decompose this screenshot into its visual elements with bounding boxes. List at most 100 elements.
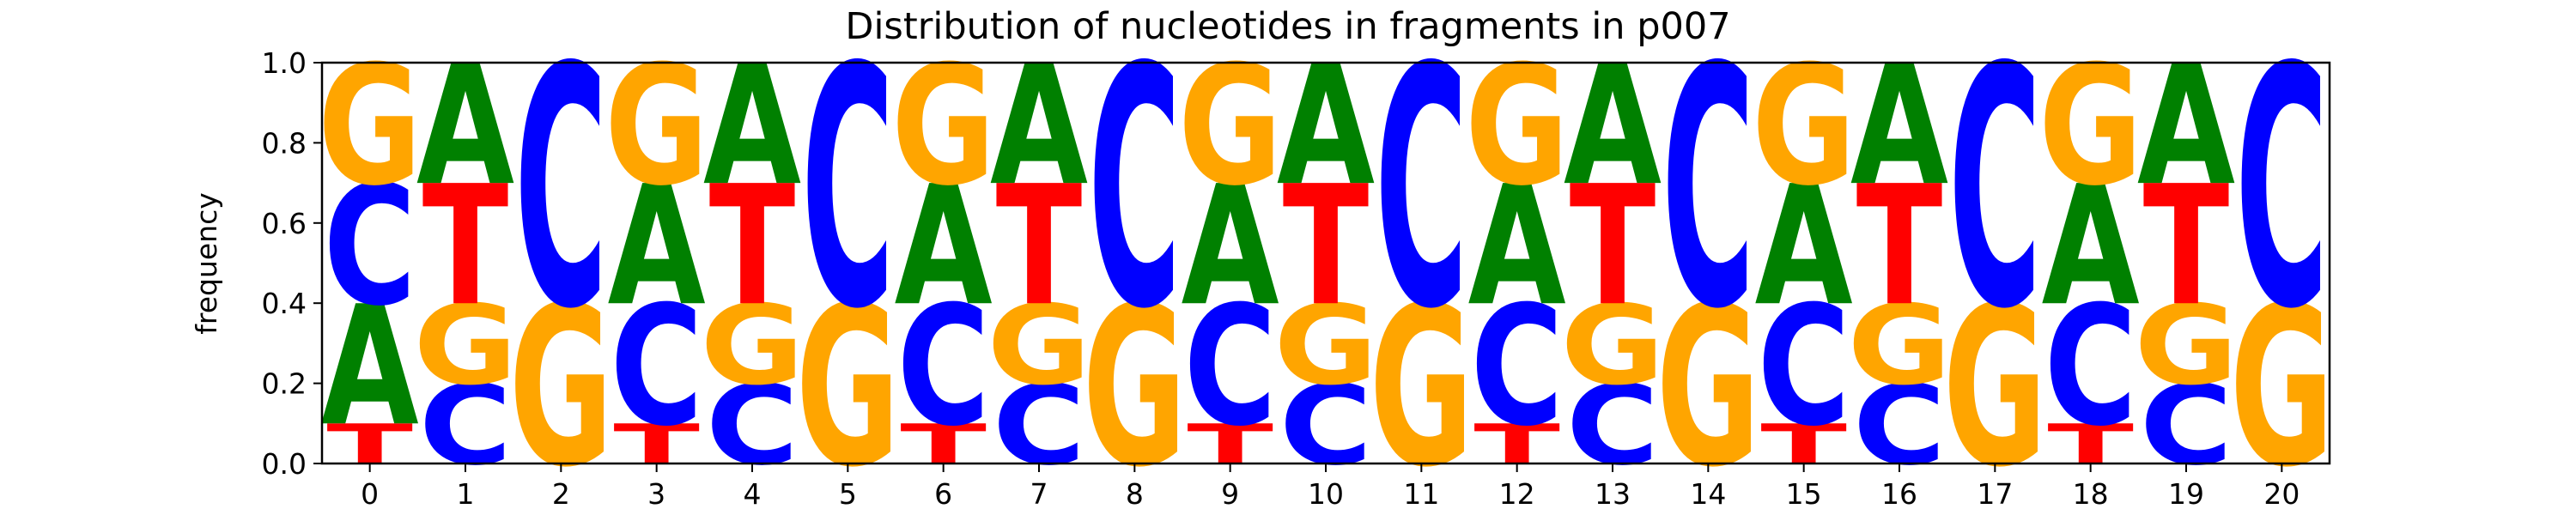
x-tick-label: 17 — [1977, 477, 2013, 511]
logo-letter-A: A — [1850, 31, 1948, 222]
x-tick-label: 20 — [2263, 477, 2300, 511]
logo-letter-A: A — [990, 31, 1088, 222]
logo-letter-T: T — [2143, 151, 2230, 342]
logo-letter-T: T — [1570, 151, 1656, 342]
x-tick-label: 4 — [744, 477, 762, 511]
logo-letter-G: G — [2038, 31, 2142, 222]
logo-letter-A: A — [608, 151, 706, 342]
y-tick-label: 0.4 — [262, 287, 307, 320]
logo-letter-A: A — [1277, 31, 1375, 222]
logo-letter-G: G — [1560, 282, 1664, 409]
logo-letter-T: T — [1283, 151, 1370, 342]
x-tick-label: 12 — [1499, 477, 1535, 511]
logo-letter-A: A — [2042, 151, 2140, 342]
logo-letter-A: A — [1564, 31, 1662, 222]
logo-letter-G: G — [605, 31, 708, 222]
x-tick-label: 7 — [1030, 477, 1048, 511]
logo-letter-C: C — [1662, 0, 1754, 381]
logo-letter-A: A — [1755, 151, 1853, 342]
logo-letter-G: G — [1370, 260, 1473, 515]
logo-letter-C: C — [2044, 271, 2137, 463]
logo-letter-G: G — [1273, 282, 1377, 409]
x-tick-label: 6 — [934, 477, 952, 511]
logo-letter-G: G — [318, 31, 422, 222]
plot-frame — [320, 61, 2331, 465]
logo-stacks: TACGCGTAGCTCAGCGTAGCTCAGCGTAGCTCAGCGTAGC… — [318, 0, 2334, 515]
x-tick-label: 0 — [361, 477, 379, 511]
y-tick-label: 0.8 — [262, 126, 307, 160]
x-tick-label: 9 — [1221, 477, 1239, 511]
logo-column-5: GC — [796, 0, 900, 515]
logo-letter-G: G — [1752, 31, 1856, 222]
logo-letter-G: G — [700, 282, 804, 409]
logo-letter-C: C — [1088, 0, 1181, 381]
y-tick-label: 0.2 — [262, 367, 307, 401]
logo-letter-C: C — [324, 151, 416, 342]
logo-letter-G: G — [891, 31, 995, 222]
y-tick-label: 0.6 — [262, 207, 307, 240]
x-tick-label: 3 — [647, 477, 665, 511]
chart-title: Distribution of nucleotides in fragments… — [845, 5, 1730, 48]
logo-letter-A: A — [1182, 151, 1279, 342]
logo-letter-G: G — [1943, 260, 2047, 515]
logo-column-17: GC — [1943, 0, 2047, 515]
logo-column-14: GC — [1656, 0, 1760, 515]
logo-letter-G: G — [1465, 31, 1569, 222]
logo-column-8: GC — [1083, 0, 1187, 515]
logo-letter-G: G — [796, 260, 900, 515]
x-tick-label: 13 — [1595, 477, 1631, 511]
logo-column-20: GC — [2230, 0, 2334, 515]
logo-letter-C: C — [611, 271, 703, 463]
x-tick-label: 10 — [1308, 477, 1344, 511]
x-tick-label: 2 — [552, 477, 570, 511]
x-tick-label: 14 — [1690, 477, 1726, 511]
logo-letter-A: A — [1468, 151, 1566, 342]
x-tick-label: 1 — [457, 477, 475, 511]
logo-letter-C: C — [801, 0, 894, 381]
x-tick-label: 16 — [1881, 477, 1917, 511]
logo-letter-A: A — [895, 151, 993, 342]
logo-letter-T: T — [422, 151, 509, 342]
logo-letter-A: A — [416, 31, 514, 222]
logo-letter-C: C — [897, 271, 990, 463]
logo-letter-G: G — [987, 282, 1091, 409]
logo-column-2: GC — [509, 0, 613, 515]
logo-letter-G: G — [2134, 282, 2238, 409]
logo-letter-C: C — [514, 0, 607, 381]
x-tick-label: 15 — [1786, 477, 1822, 511]
logo-letter-C: C — [1184, 271, 1277, 463]
logo-letter-G: G — [413, 282, 517, 409]
y-tick-label: 1.0 — [262, 46, 307, 80]
y-axis: 0.0 0.2 0.4 0.6 0.8 1.0 — [262, 46, 322, 481]
logo-letter-C: C — [1758, 271, 1850, 463]
x-tick-label: 19 — [2168, 477, 2204, 511]
logo-letter-A: A — [703, 31, 801, 222]
logo-letter-A: A — [2137, 31, 2235, 222]
logo-column-11: GC — [1370, 0, 1473, 515]
logo-letter-C: C — [1948, 0, 2041, 381]
logo-letter-G: G — [1847, 282, 1951, 409]
logo-letter-C: C — [1471, 271, 1564, 463]
logo-letter-C: C — [2235, 0, 2328, 381]
logo-letter-C: C — [1375, 0, 1467, 381]
logo-letter-G: G — [1656, 260, 1760, 515]
x-tick-label: 8 — [1126, 477, 1144, 511]
logo-letter-T: T — [709, 151, 796, 342]
y-axis-label: frequency — [190, 192, 223, 335]
logo-letter-G: G — [509, 260, 613, 515]
